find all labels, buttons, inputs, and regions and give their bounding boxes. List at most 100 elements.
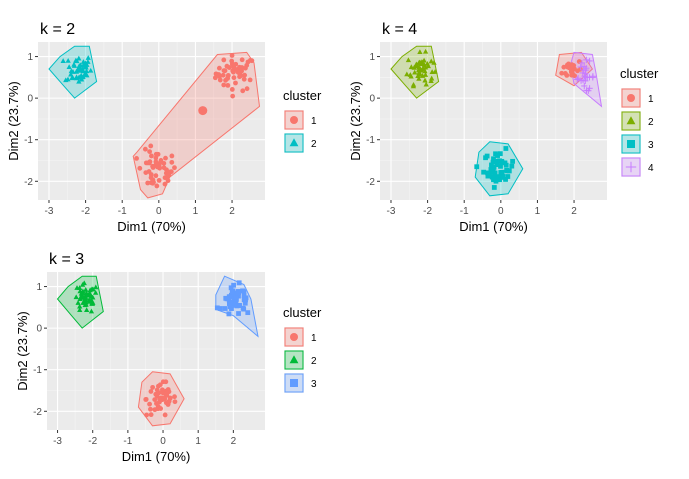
x-tick-label: -3 bbox=[45, 206, 54, 217]
data-point bbox=[143, 170, 149, 175]
cluster-series-2 bbox=[60, 55, 94, 84]
data-point bbox=[65, 76, 71, 82]
data-point bbox=[85, 292, 92, 298]
data-point bbox=[242, 300, 248, 306]
x-tick-label: -2 bbox=[423, 206, 432, 217]
data-point bbox=[227, 300, 233, 305]
data-point bbox=[429, 75, 435, 81]
legend-key-3: 3 bbox=[621, 134, 654, 154]
data-point bbox=[570, 71, 575, 77]
legend-title: cluster bbox=[620, 66, 659, 81]
data-point bbox=[238, 73, 244, 79]
data-point bbox=[234, 303, 240, 309]
legend: cluster 1 2 3 bbox=[283, 305, 322, 393]
y-tick-label: 1 bbox=[27, 52, 33, 63]
data-point bbox=[474, 164, 480, 170]
data-point bbox=[498, 170, 504, 175]
data-point bbox=[235, 290, 241, 296]
data-point bbox=[69, 75, 75, 81]
data-point bbox=[164, 167, 169, 173]
data-point bbox=[156, 383, 161, 389]
data-point bbox=[80, 59, 87, 64]
y-tick-label: 0 bbox=[27, 94, 33, 105]
data-point bbox=[157, 164, 162, 170]
chart-panel-2: k = 4 -3 -2 -1 0 1 2 -2 -1 0 1 Dim1 (70%) Dim2 (23.7… bbox=[348, 21, 659, 234]
y-tick-label: -1 bbox=[24, 135, 33, 146]
data-point bbox=[90, 286, 96, 292]
y-axis-label: Dim2 (23.7%) bbox=[348, 81, 363, 160]
data-point bbox=[581, 82, 588, 90]
data-point bbox=[92, 289, 99, 295]
data-point bbox=[147, 149, 153, 154]
data-point bbox=[68, 68, 74, 74]
chart-panel-1: k = 2 -3 -2 -1 0 1 2 -2 -1 0 1 Dim1 (70%) Dim2 (23.7… bbox=[6, 21, 322, 234]
x-tick-label: -3 bbox=[53, 436, 62, 447]
cluster-series-1 bbox=[134, 53, 255, 189]
data-point bbox=[151, 179, 156, 185]
data-point bbox=[224, 63, 230, 69]
data-point bbox=[422, 48, 429, 54]
data-point bbox=[149, 153, 154, 159]
data-point bbox=[236, 293, 241, 299]
data-point bbox=[481, 169, 487, 175]
data-point bbox=[577, 63, 584, 71]
data-point bbox=[229, 61, 235, 67]
data-point bbox=[161, 395, 167, 401]
legend-label: 1 bbox=[311, 333, 317, 344]
data-point bbox=[429, 69, 435, 75]
legend-key-glyph bbox=[289, 355, 299, 364]
data-point bbox=[503, 162, 509, 168]
data-point bbox=[65, 58, 71, 63]
data-point bbox=[165, 402, 171, 407]
data-point bbox=[60, 58, 66, 63]
data-point bbox=[424, 60, 431, 66]
data-point bbox=[216, 65, 222, 71]
legend-label: 1 bbox=[648, 94, 654, 105]
cluster-series-1 bbox=[143, 379, 178, 418]
data-point bbox=[416, 59, 422, 65]
data-point bbox=[494, 162, 500, 168]
data-point bbox=[153, 155, 159, 161]
data-point bbox=[148, 406, 153, 412]
data-point bbox=[497, 177, 502, 183]
data-point bbox=[221, 68, 227, 74]
data-point bbox=[422, 72, 429, 77]
data-point bbox=[169, 159, 175, 165]
legend-key-1: 1 bbox=[621, 88, 654, 108]
data-point bbox=[489, 162, 494, 168]
data-point bbox=[589, 73, 597, 80]
data-point bbox=[148, 143, 154, 149]
y-tick-label: -2 bbox=[24, 177, 33, 188]
cluster-series-1 bbox=[559, 59, 583, 79]
data-point bbox=[76, 55, 82, 61]
data-point bbox=[150, 384, 156, 390]
data-point bbox=[172, 399, 178, 405]
data-point bbox=[237, 64, 242, 70]
data-point bbox=[413, 61, 419, 67]
legend-key-glyph bbox=[625, 161, 637, 173]
legend-label: 2 bbox=[311, 139, 317, 150]
x-tick-label: -1 bbox=[118, 206, 127, 217]
data-point bbox=[216, 72, 222, 77]
data-point bbox=[431, 60, 437, 65]
data-point bbox=[153, 159, 159, 165]
x-tick-label: 1 bbox=[535, 206, 541, 217]
data-point bbox=[574, 76, 581, 83]
cluster-series-4 bbox=[574, 56, 597, 94]
legend-key-2: 2 bbox=[284, 350, 317, 370]
data-point bbox=[229, 53, 235, 58]
data-point bbox=[230, 93, 236, 99]
data-point bbox=[143, 397, 149, 402]
data-point bbox=[83, 64, 89, 70]
data-point bbox=[489, 174, 495, 180]
data-point bbox=[490, 168, 496, 174]
data-point bbox=[75, 300, 81, 305]
data-layer bbox=[56, 275, 259, 427]
data-point bbox=[236, 280, 242, 286]
data-point bbox=[505, 174, 511, 179]
data-point bbox=[225, 75, 230, 81]
x-tick-label: -3 bbox=[387, 206, 396, 217]
x-tick-label: 0 bbox=[498, 206, 504, 217]
data-point bbox=[83, 301, 89, 307]
data-point bbox=[158, 157, 164, 163]
